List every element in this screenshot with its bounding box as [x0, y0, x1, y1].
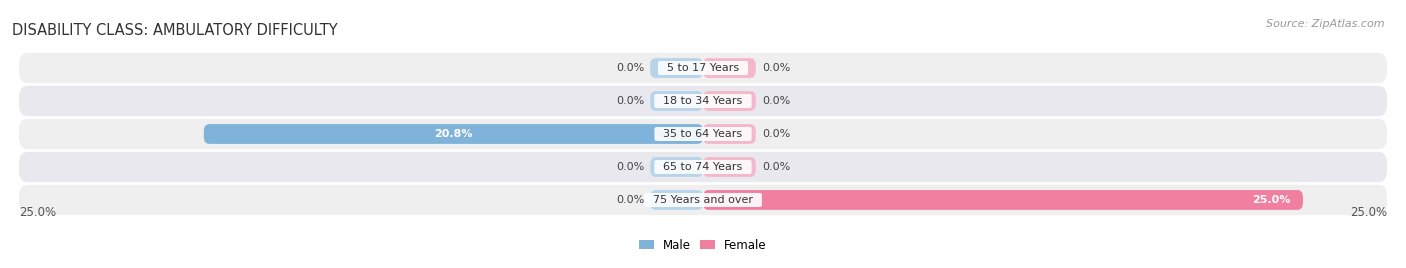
Text: 35 to 64 Years: 35 to 64 Years: [657, 129, 749, 139]
FancyBboxPatch shape: [20, 152, 1386, 182]
Text: Source: ZipAtlas.com: Source: ZipAtlas.com: [1267, 19, 1385, 29]
Text: 0.0%: 0.0%: [616, 96, 644, 106]
Text: 75 Years and over: 75 Years and over: [645, 195, 761, 205]
FancyBboxPatch shape: [20, 53, 1386, 83]
FancyBboxPatch shape: [20, 86, 1386, 116]
FancyBboxPatch shape: [703, 157, 756, 177]
Text: 5 to 17 Years: 5 to 17 Years: [659, 63, 747, 73]
FancyBboxPatch shape: [650, 190, 703, 210]
Legend: Male, Female: Male, Female: [640, 239, 766, 252]
FancyBboxPatch shape: [703, 190, 1303, 210]
Text: 0.0%: 0.0%: [762, 129, 790, 139]
FancyBboxPatch shape: [703, 91, 756, 111]
Text: 0.0%: 0.0%: [762, 162, 790, 172]
Text: 18 to 34 Years: 18 to 34 Years: [657, 96, 749, 106]
Text: 0.0%: 0.0%: [616, 63, 644, 73]
FancyBboxPatch shape: [650, 91, 703, 111]
Text: DISABILITY CLASS: AMBULATORY DIFFICULTY: DISABILITY CLASS: AMBULATORY DIFFICULTY: [11, 23, 337, 38]
Text: 65 to 74 Years: 65 to 74 Years: [657, 162, 749, 172]
Text: 0.0%: 0.0%: [762, 96, 790, 106]
FancyBboxPatch shape: [20, 119, 1386, 149]
FancyBboxPatch shape: [20, 185, 1386, 215]
Text: 0.0%: 0.0%: [616, 162, 644, 172]
Text: 0.0%: 0.0%: [616, 195, 644, 205]
Text: 25.0%: 25.0%: [20, 206, 56, 219]
Text: 20.8%: 20.8%: [434, 129, 472, 139]
Text: 0.0%: 0.0%: [762, 63, 790, 73]
Text: 25.0%: 25.0%: [1253, 195, 1291, 205]
Text: 25.0%: 25.0%: [1350, 206, 1386, 219]
FancyBboxPatch shape: [650, 157, 703, 177]
FancyBboxPatch shape: [703, 124, 756, 144]
FancyBboxPatch shape: [650, 58, 703, 78]
FancyBboxPatch shape: [703, 58, 756, 78]
FancyBboxPatch shape: [204, 124, 703, 144]
